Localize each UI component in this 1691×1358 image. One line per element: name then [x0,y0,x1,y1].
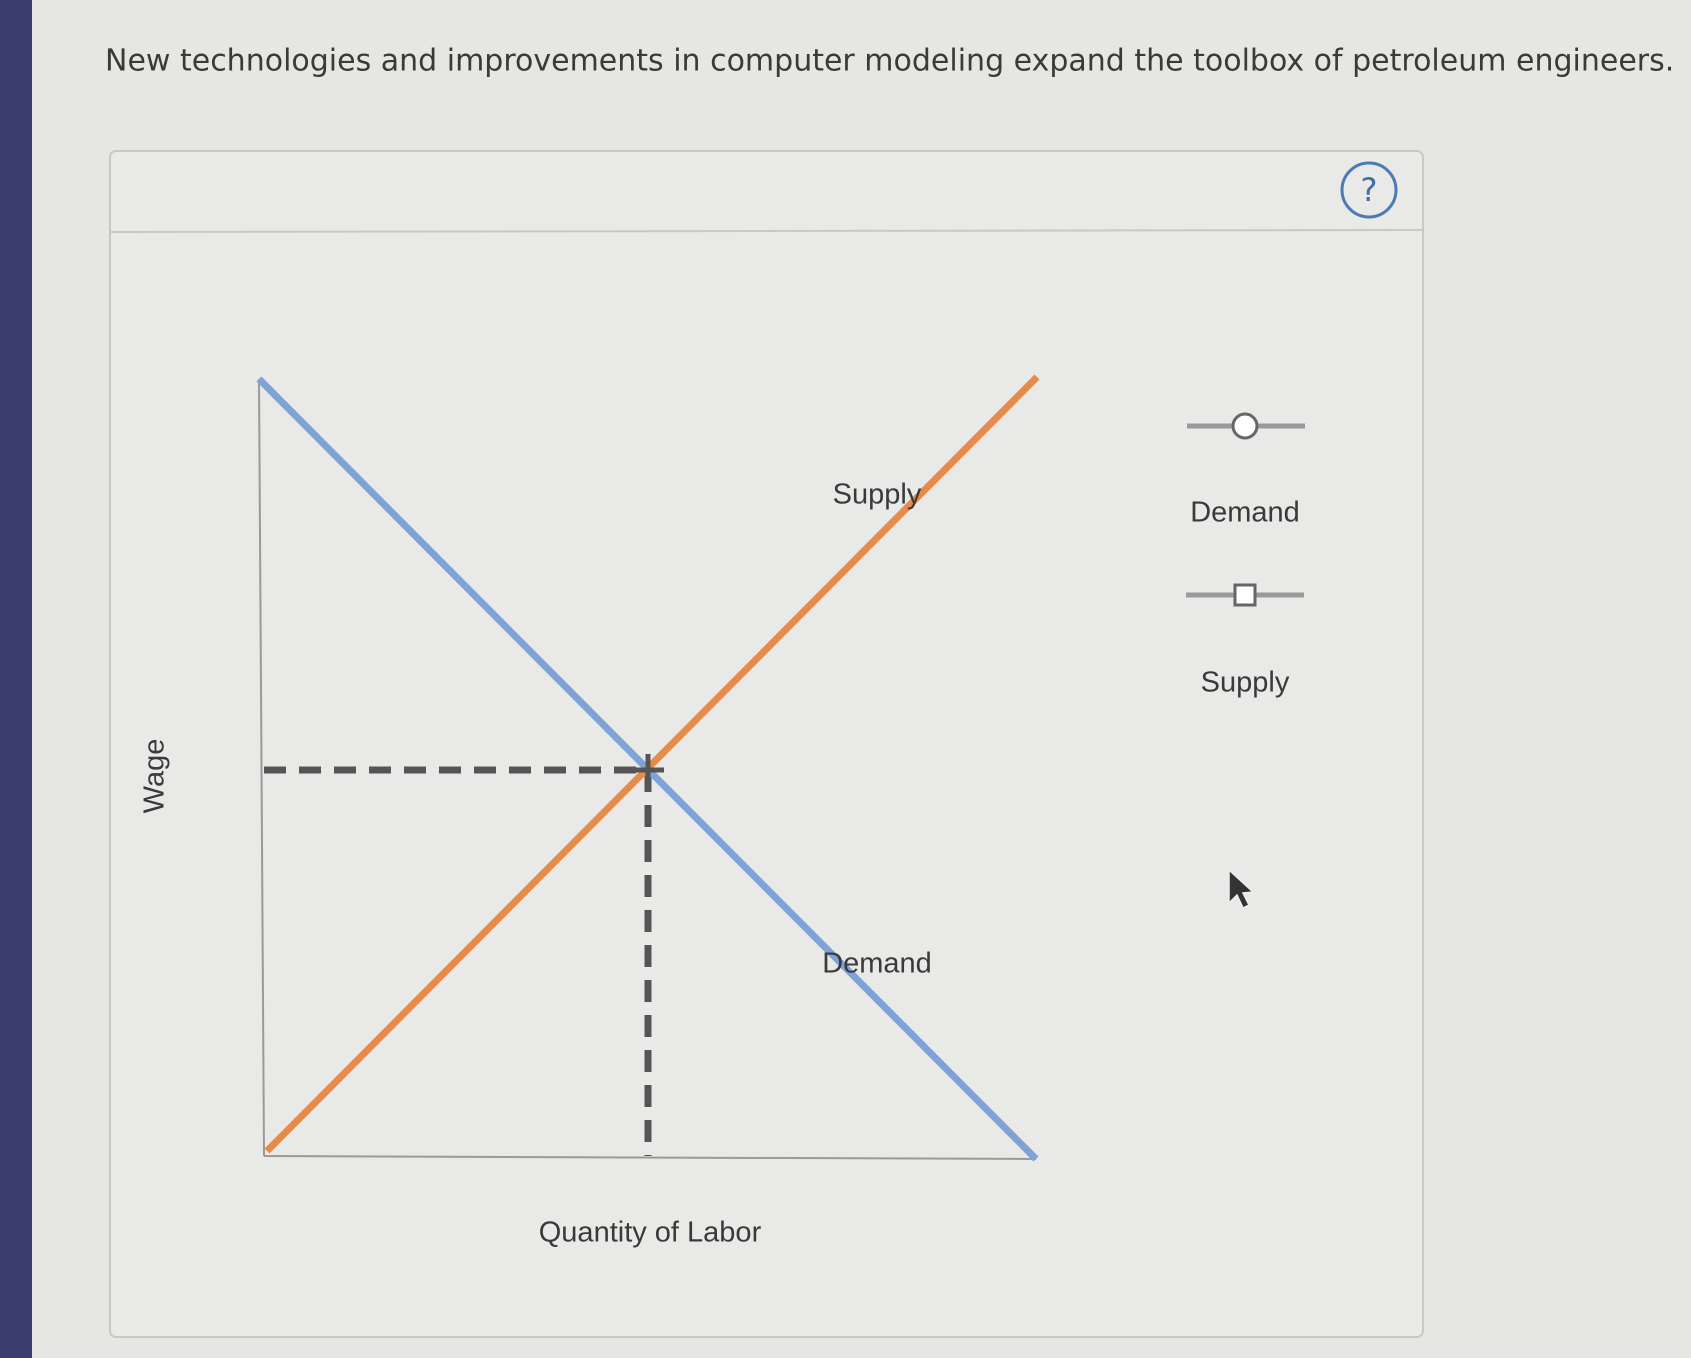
palette-supply[interactable]: Supply [1186,583,1304,699]
y-axis [258,378,265,1157]
y-axis-label: Wage [139,739,171,814]
palette-supply-label: Supply [1201,667,1290,699]
equilibrium-point[interactable] [632,754,664,786]
help-circle [1340,161,1398,219]
x-axis [263,1155,1037,1160]
palette-demand[interactable]: Demand [1187,412,1305,529]
palette-demand-marker [1231,412,1259,440]
supply-curve[interactable] [264,374,1040,1154]
screen-edge [0,0,32,1358]
supply-curve-label: Supply [833,479,922,511]
palette-demand-label: Demand [1190,497,1300,529]
demand-curve-label: Demand [822,948,932,980]
question-text: New technologies and improvements in com… [105,44,1674,79]
x-axis-label: Quantity of Labor [539,1217,762,1249]
panel-header-divider [109,229,1424,233]
help-button[interactable]: ? [1340,161,1398,219]
palette-supply-marker [1233,583,1257,607]
mouse-cursor [1228,868,1255,910]
help-icon: ? [1361,171,1378,209]
graph-panel [109,150,1424,1338]
